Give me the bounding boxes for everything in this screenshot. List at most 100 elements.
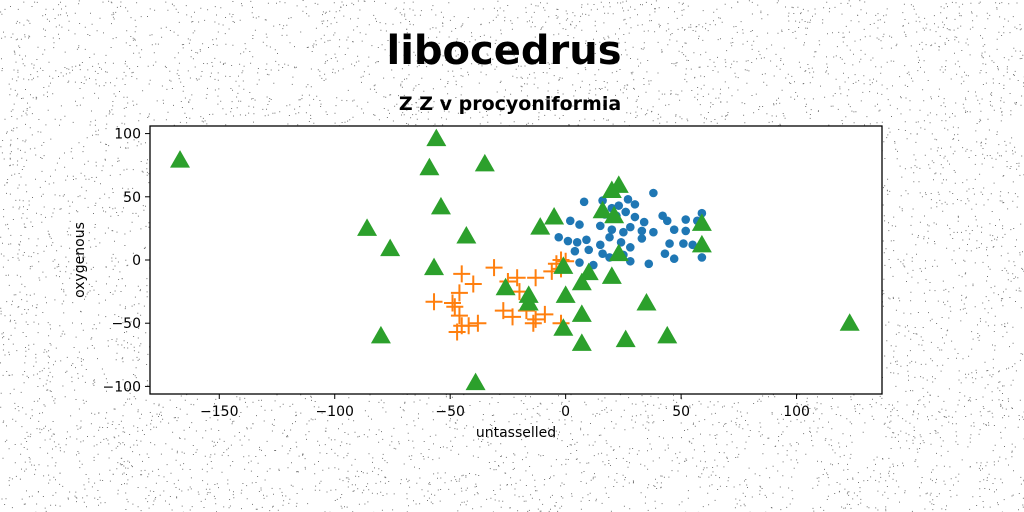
data-point-series-3 bbox=[170, 150, 191, 168]
data-point-series-1 bbox=[688, 240, 697, 250]
data-point-series-3 bbox=[426, 128, 447, 147]
y-tick-label: −100 bbox=[103, 379, 141, 395]
data-point-series-2 bbox=[536, 305, 554, 323]
data-point-series-2 bbox=[494, 302, 512, 320]
data-point-series-3 bbox=[555, 285, 576, 303]
data-point-series-1 bbox=[595, 240, 605, 250]
data-point-series-1 bbox=[626, 243, 635, 252]
y-axis-ticks: −100 −50 0 50 100 bbox=[103, 127, 150, 395]
data-point-series-1 bbox=[637, 226, 647, 236]
x-tick-label: −100 bbox=[316, 404, 354, 420]
data-point-series-3 bbox=[608, 175, 629, 193]
data-point-series-2 bbox=[485, 259, 503, 277]
data-point-series-3 bbox=[608, 243, 629, 262]
y-tick-label: −50 bbox=[111, 316, 141, 332]
data-point-series-1 bbox=[572, 238, 582, 247]
data-point-series-3 bbox=[380, 238, 401, 257]
data-point-series-1 bbox=[575, 258, 584, 267]
data-point-series-3 bbox=[553, 318, 574, 336]
plot-area bbox=[149, 125, 883, 395]
x-tick-label: −150 bbox=[200, 404, 238, 420]
data-point-series-2 bbox=[460, 317, 478, 335]
data-point-series-3 bbox=[578, 262, 599, 281]
data-point-series-1 bbox=[681, 215, 691, 224]
data-point-series-3 bbox=[571, 304, 592, 322]
data-point-series-3 bbox=[636, 292, 657, 311]
data-point-series-3 bbox=[430, 196, 451, 215]
data-point-series-1 bbox=[563, 236, 573, 246]
data-point-series-3 bbox=[357, 218, 378, 236]
x-axis-label: untasselled bbox=[476, 425, 556, 441]
y-tick-label: 100 bbox=[114, 127, 141, 143]
chart-title: libocedrus bbox=[386, 28, 621, 74]
data-point-series-1 bbox=[575, 220, 584, 229]
data-point-series-3 bbox=[691, 213, 712, 231]
data-point-series-2 bbox=[524, 314, 542, 332]
data-point-series-1 bbox=[623, 195, 633, 204]
data-point-series-3 bbox=[657, 325, 678, 344]
data-point-series-1 bbox=[621, 207, 630, 217]
y-tick-label: 50 bbox=[123, 190, 141, 206]
data-point-series-1 bbox=[649, 188, 658, 198]
data-point-series-2 bbox=[443, 294, 461, 312]
data-point-series-1 bbox=[660, 249, 670, 258]
data-point-series-1 bbox=[669, 254, 679, 264]
data-point-series-1 bbox=[630, 200, 640, 209]
data-point-series-1 bbox=[626, 222, 635, 232]
data-point-series-3 bbox=[530, 217, 551, 235]
x-tick-label: 0 bbox=[561, 404, 570, 420]
data-point-series-3 bbox=[370, 325, 391, 344]
data-point-series-1 bbox=[614, 201, 624, 210]
x-tick-label: 50 bbox=[672, 404, 690, 420]
data-point-series-2 bbox=[453, 265, 471, 283]
data-point-series-1 bbox=[679, 239, 688, 248]
data-point-series-3 bbox=[571, 272, 592, 291]
data-point-series-2 bbox=[504, 308, 522, 326]
y-axis-label: oxygenous bbox=[72, 222, 88, 298]
data-point-series-1 bbox=[582, 235, 591, 245]
data-point-series-2 bbox=[448, 323, 466, 341]
data-point-series-1 bbox=[681, 226, 691, 236]
data-point-series-2 bbox=[464, 275, 482, 293]
data-point-series-1 bbox=[697, 253, 707, 262]
data-point-series-1 bbox=[639, 217, 649, 227]
data-points bbox=[170, 128, 860, 391]
data-point-series-3 bbox=[518, 292, 539, 311]
data-point-series-1 bbox=[565, 216, 575, 226]
data-point-series-3 bbox=[424, 257, 445, 276]
data-point-series-1 bbox=[570, 246, 580, 256]
data-point-series-1 bbox=[595, 221, 605, 231]
data-point-series-2 bbox=[469, 314, 487, 332]
data-point-series-1 bbox=[579, 197, 589, 207]
data-point-series-2 bbox=[450, 307, 468, 325]
data-point-series-3 bbox=[839, 313, 860, 331]
data-point-series-1 bbox=[669, 225, 679, 234]
data-point-series-3 bbox=[419, 157, 440, 176]
data-point-series-3 bbox=[553, 256, 574, 274]
data-point-series-1 bbox=[697, 208, 707, 218]
data-point-series-1 bbox=[665, 239, 674, 248]
data-point-series-3 bbox=[544, 207, 565, 225]
x-tick-label: 100 bbox=[783, 404, 810, 420]
data-point-series-2 bbox=[510, 283, 528, 301]
data-point-series-1 bbox=[637, 234, 647, 243]
data-point-series-3 bbox=[592, 200, 613, 219]
data-point-series-3 bbox=[495, 277, 516, 296]
data-point-series-2 bbox=[508, 269, 526, 287]
chart-subtitle: Z Z v procyoniformia bbox=[399, 93, 621, 115]
data-point-series-3 bbox=[474, 153, 495, 172]
data-point-series-3 bbox=[465, 372, 486, 391]
data-point-series-1 bbox=[554, 232, 564, 242]
data-point-series-1 bbox=[607, 225, 617, 234]
data-point-series-1 bbox=[649, 227, 658, 237]
y-tick-label: 0 bbox=[132, 253, 141, 269]
data-point-series-1 bbox=[619, 227, 628, 237]
data-point-series-1 bbox=[662, 216, 672, 226]
data-point-series-1 bbox=[644, 259, 654, 269]
data-point-series-2 bbox=[425, 293, 443, 311]
data-point-series-3 bbox=[571, 333, 592, 351]
data-point-series-1 bbox=[605, 232, 614, 242]
x-axis-ticks: −150 −100 −50 0 50 100 bbox=[200, 394, 810, 420]
